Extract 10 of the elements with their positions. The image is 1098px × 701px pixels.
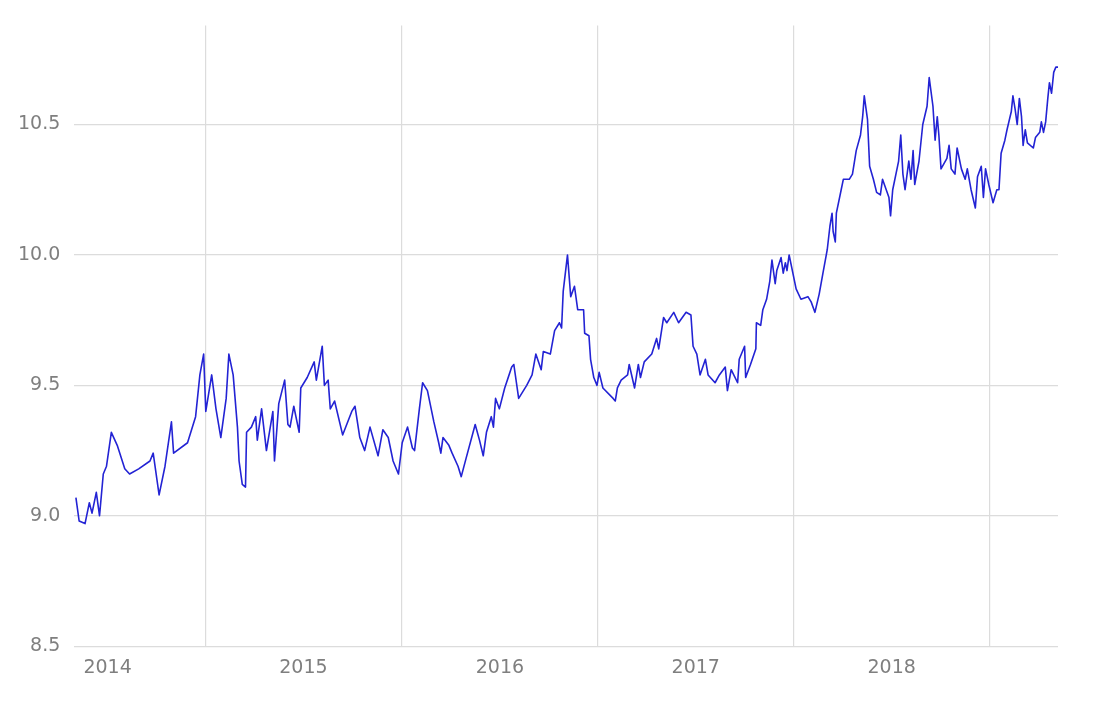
y-tick-label: 9.5	[30, 372, 61, 395]
x-tick-label: 2016	[475, 654, 525, 677]
x-tick-label: 2017	[671, 654, 720, 677]
y-tick-label: 8.5	[30, 633, 61, 656]
x-tick-label: 2015	[279, 654, 328, 677]
y-tick-label: 10.5	[17, 111, 61, 134]
x-tick-label: 2014	[83, 654, 132, 677]
y-tick-label: 10.0	[17, 241, 61, 264]
x-tick-label: 2018	[867, 654, 916, 677]
y-tick-label: 9.0	[30, 502, 61, 525]
